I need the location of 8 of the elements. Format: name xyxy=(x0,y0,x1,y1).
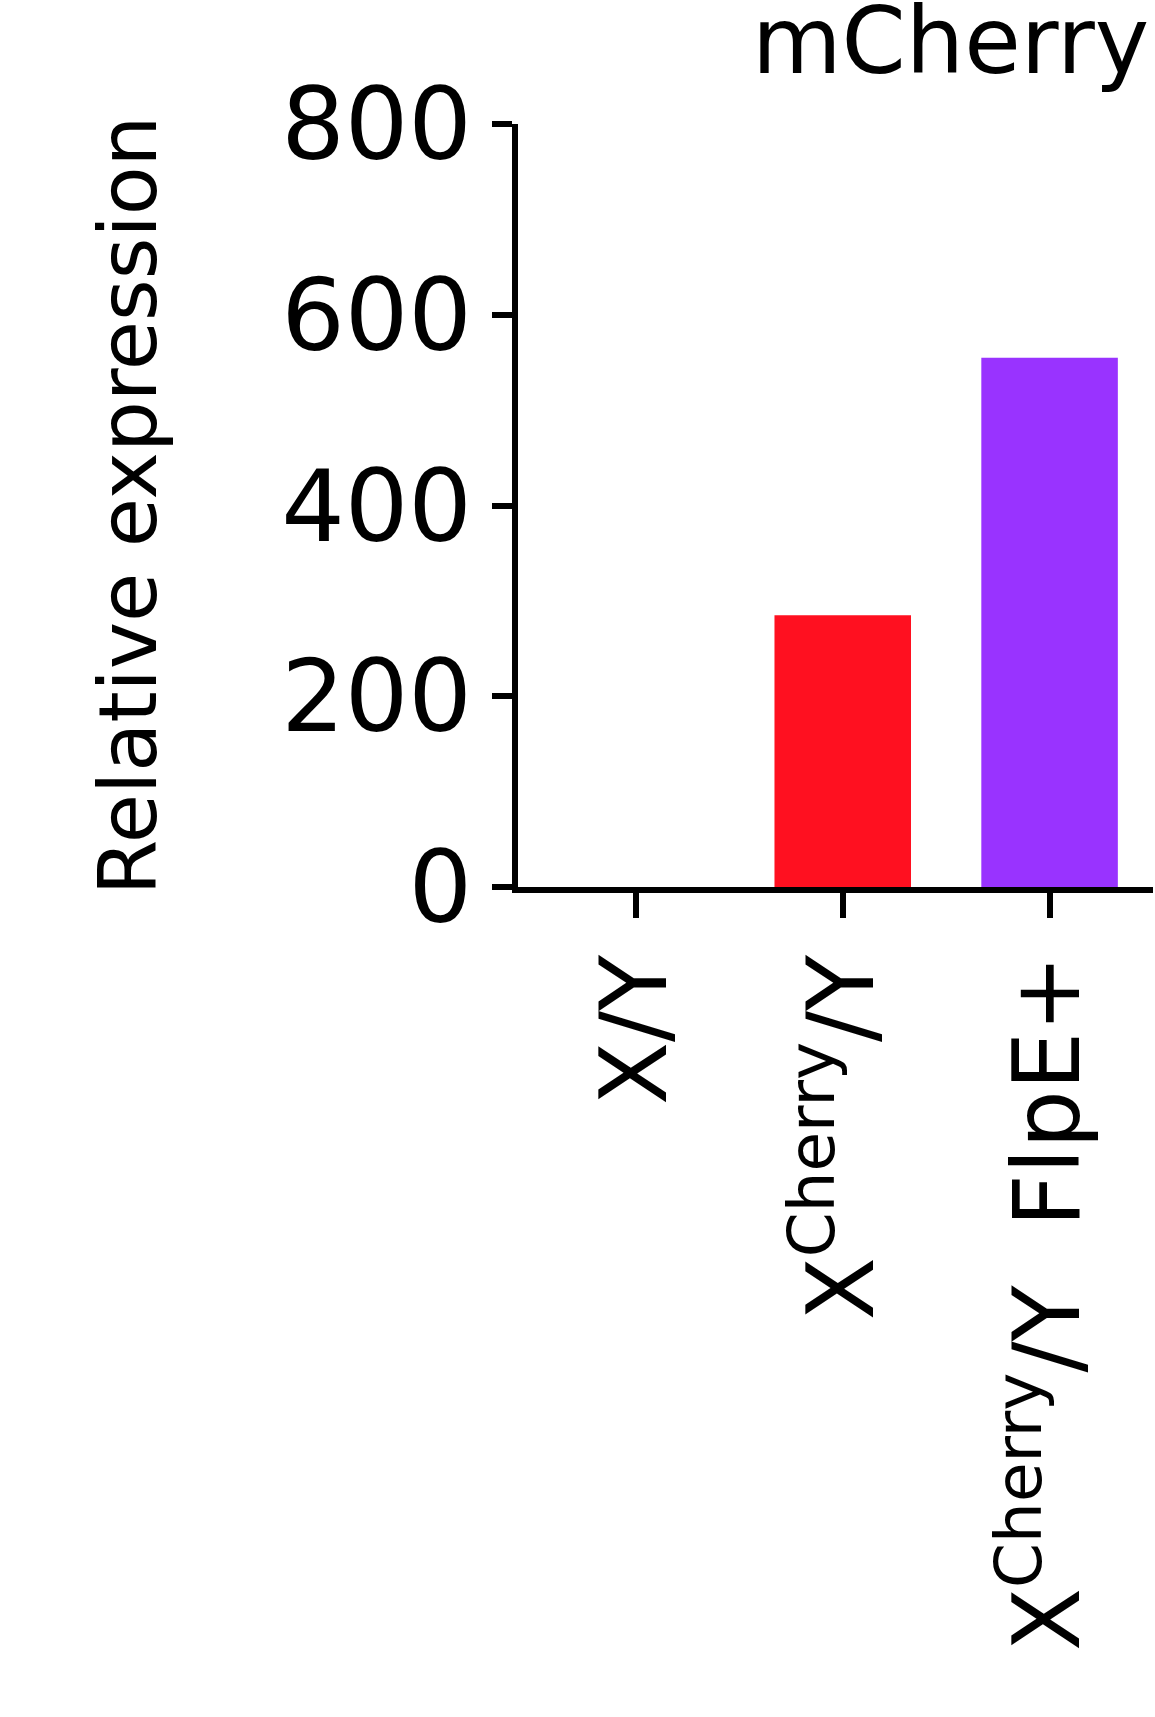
x-tick-label: X/Y xyxy=(580,954,688,1106)
y-tick-label: 200 xyxy=(281,638,472,756)
y-tick-label: 400 xyxy=(281,447,472,565)
y-tick-label: 600 xyxy=(281,256,472,374)
y-tick-label: 0 xyxy=(408,829,472,946)
chart-title: mCherry xyxy=(751,0,1150,95)
y-tick-label: 800 xyxy=(281,66,472,183)
y-axis-title: Relative expression xyxy=(82,115,176,896)
